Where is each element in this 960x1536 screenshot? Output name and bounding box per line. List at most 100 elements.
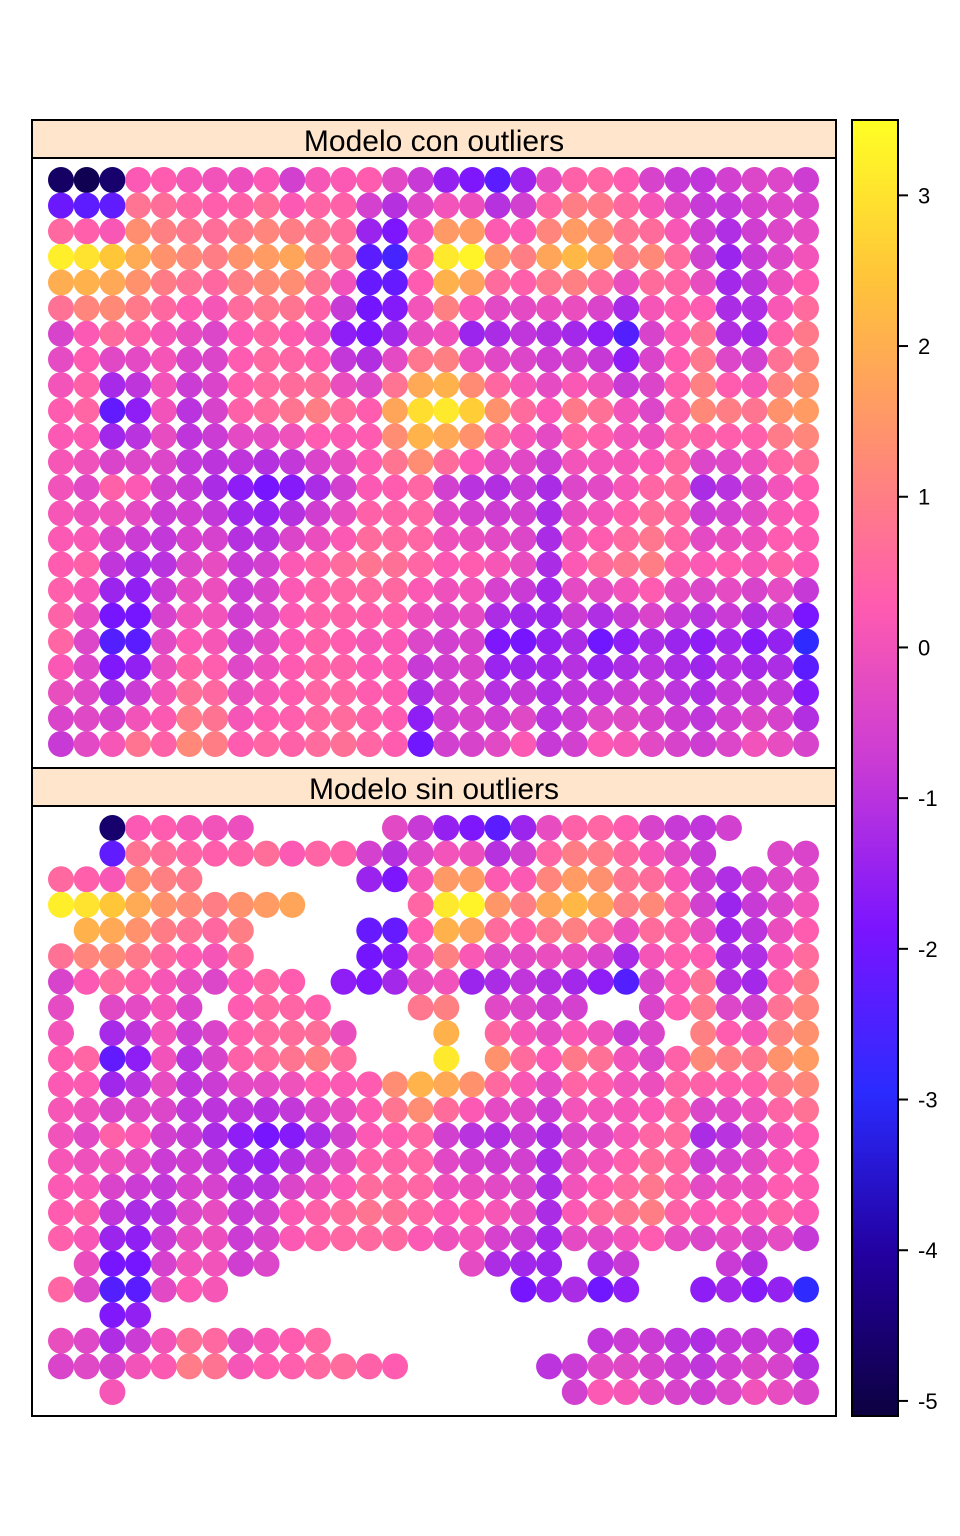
data-point: [613, 525, 640, 552]
data-point: [767, 192, 794, 219]
data-point: [690, 1379, 717, 1405]
data-point: [638, 943, 665, 970]
data-point: [510, 1225, 537, 1252]
data-point: [407, 346, 434, 373]
data-point: [150, 679, 177, 706]
data-point: [99, 1327, 126, 1354]
data-point: [484, 1071, 511, 1098]
data-point: [613, 423, 640, 450]
data-point: [793, 243, 819, 270]
data-point: [253, 994, 280, 1021]
data-point: [561, 295, 588, 322]
data-point: [767, 397, 794, 424]
data-point: [638, 551, 665, 578]
data-point: [510, 654, 537, 681]
data-point: [561, 705, 588, 732]
data-point: [793, 500, 819, 527]
data-point: [715, 602, 742, 629]
data-point: [690, 654, 717, 681]
data-point: [587, 917, 614, 944]
data-point: [176, 1071, 203, 1098]
data-point: [767, 1097, 794, 1123]
data-point: [459, 218, 485, 245]
data-point: [176, 840, 203, 867]
data-point: [484, 628, 511, 655]
data-point: [150, 1199, 177, 1226]
data-point: [356, 167, 383, 193]
data-point: [304, 346, 331, 373]
data-point: [99, 1097, 126, 1123]
data-point: [587, 1353, 614, 1380]
data-point: [330, 1122, 357, 1149]
data-point: [587, 449, 614, 475]
data-point: [561, 243, 588, 270]
data-point: [356, 731, 383, 757]
data-point: [767, 474, 794, 501]
data-point: [715, 891, 742, 918]
data-point: [561, 994, 588, 1021]
data-point: [304, 320, 331, 347]
data-point: [484, 840, 511, 867]
data-point: [459, 731, 485, 757]
data-point: [561, 943, 588, 970]
data-point: [690, 1020, 717, 1047]
data-point: [484, 500, 511, 527]
data-point: [407, 1148, 434, 1175]
data-point: [561, 320, 588, 347]
data-point: [48, 397, 74, 424]
data-point: [459, 815, 485, 841]
data-point: [433, 654, 460, 681]
data-point: [227, 1045, 254, 1072]
data-point: [48, 500, 74, 527]
data-point: [638, 840, 665, 867]
data-point: [99, 628, 126, 655]
data-point: [356, 840, 383, 867]
data-point: [690, 474, 717, 501]
data-point: [767, 449, 794, 475]
data-point: [150, 423, 177, 450]
data-point: [382, 243, 408, 270]
data-point: [510, 1071, 537, 1098]
data-point: [73, 1148, 100, 1175]
data-point: [99, 551, 126, 578]
data-point: [330, 551, 357, 578]
data-point: [561, 423, 588, 450]
data-point: [253, 968, 280, 995]
data-point: [587, 397, 614, 424]
data-point: [613, 1276, 640, 1303]
data-point: [73, 731, 100, 757]
data-point: [741, 269, 768, 296]
panel-sin-outliers: Modelo sin outliers: [31, 767, 837, 1417]
data-point: [330, 192, 357, 219]
data-point: [279, 320, 306, 347]
data-point: [561, 551, 588, 578]
data-point: [510, 679, 537, 706]
colorbar-tick-label: 0: [918, 635, 930, 660]
data-point: [202, 1276, 229, 1303]
data-point: [510, 372, 537, 399]
data-point: [407, 994, 434, 1021]
data-point: [613, 654, 640, 681]
data-point: [73, 346, 100, 373]
data-point: [613, 1250, 640, 1277]
data-point: [664, 551, 691, 578]
data-point: [330, 1045, 357, 1072]
data-point: [536, 500, 563, 527]
data-point: [304, 1071, 331, 1098]
data-point: [99, 1379, 126, 1405]
data-point: [407, 1122, 434, 1149]
data-point: [356, 192, 383, 219]
data-point: [382, 269, 408, 296]
data-point: [613, 346, 640, 373]
data-point: [382, 815, 408, 841]
data-point: [407, 679, 434, 706]
data-point: [279, 891, 306, 918]
data-point: [99, 397, 126, 424]
data-point: [510, 1148, 537, 1175]
data-point: [664, 1097, 691, 1123]
data-point: [715, 397, 742, 424]
data-point: [741, 1199, 768, 1226]
data-point: [536, 474, 563, 501]
data-point: [304, 243, 331, 270]
data-point: [536, 1250, 563, 1277]
